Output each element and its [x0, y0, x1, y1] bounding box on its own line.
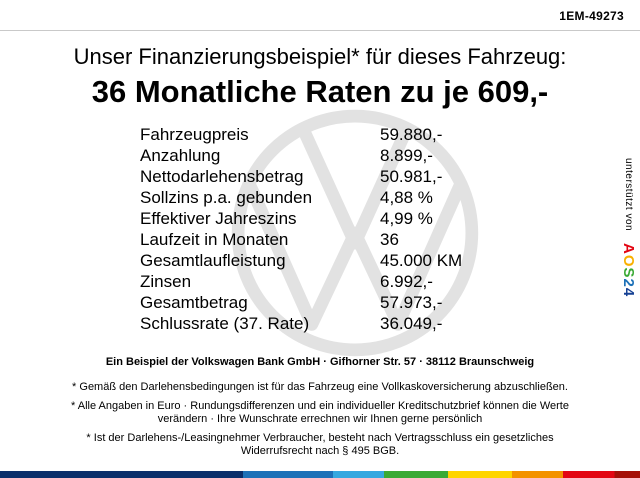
table-row: Schlussrate (37. Rate) 36.049,- — [140, 313, 462, 334]
row-value: 4,88 % — [380, 188, 433, 207]
footnote-euro-rounding: * Alle Angaben in Euro · Rundungsdiffere… — [71, 399, 569, 426]
vw-logo-icon — [231, 109, 479, 357]
row-value: 6.992,- — [380, 272, 433, 291]
row-label: Effektiver Jahreszins — [140, 209, 297, 228]
row-value: 36.049,- — [380, 314, 443, 333]
bank-address-line: Ein Beispiel der Volkswagen Bank GmbH · … — [105, 356, 535, 368]
row-value: 45.000 KM — [380, 251, 463, 270]
reference-code: 1EM-49273 — [559, 9, 624, 23]
row-value: 59.880,- — [380, 125, 443, 144]
row-label: Fahrzeugpreis — [140, 125, 249, 144]
row-value: 8.899,- — [380, 146, 433, 165]
rate-headline: 36 Monatliche Raten zu je 609,- — [91, 74, 549, 109]
table-row: Nettodarlehensbetrag 50.981,- — [140, 166, 462, 187]
finance-table: Fahrzeugpreis 59.880,- Anzahlung 8.899,-… — [140, 124, 462, 334]
aos24-logo-letter: S — [620, 267, 637, 279]
row-label: Sollzins p.a. gebunden — [140, 188, 313, 207]
row-label: Nettodarlehensbetrag — [140, 167, 304, 186]
row-value: 50.981,- — [380, 167, 443, 186]
footnote-withdrawal-right: * Ist der Darlehens-/Leasingnehmer Verbr… — [86, 431, 554, 458]
table-row: Anzahlung 8.899,- — [140, 145, 462, 166]
row-value: 4,99 % — [380, 209, 433, 228]
table-row: Zinsen 6.992,- — [140, 271, 462, 292]
aos24-logo-letter: A — [620, 243, 637, 255]
row-label: Laufzeit in Monaten — [140, 230, 289, 249]
supported-by-label: unterstützt von — [623, 158, 634, 232]
table-row: Gesamtlaufleistung 45.000 KM — [140, 250, 462, 271]
row-label: Anzahlung — [140, 146, 221, 165]
table-row: Effektiver Jahreszins 4,99 % — [140, 208, 462, 229]
aos24-logo: AOS24 — [620, 243, 637, 297]
page-title: Unser Finanzierungsbeispiel* für dieses … — [73, 44, 567, 69]
top-divider — [0, 30, 640, 31]
aos24-logo-letter: 4 — [620, 287, 637, 298]
aos24-logo-letter: 2 — [620, 278, 637, 288]
table-row: Fahrzeugpreis 59.880,- — [140, 124, 462, 145]
table-row: Sollzins p.a. gebunden 4,88 % — [140, 187, 462, 208]
footer: Ein Beispiel der Volkswagen Bank GmbH · … — [0, 356, 640, 464]
row-label: Gesamtlaufleistung — [140, 251, 286, 270]
right-sidebar: unterstützt von AOS24 — [620, 158, 637, 297]
row-value: 57.973,- — [380, 293, 443, 312]
footnote-insurance: * Gemäß den Darlehensbedingungen ist für… — [72, 381, 568, 393]
row-label: Zinsen — [140, 272, 192, 291]
row-label: Gesamtbetrag — [140, 293, 248, 312]
bottom-color-stripe — [0, 471, 640, 478]
aos24-logo-letter: O — [620, 254, 637, 268]
row-value: 36 — [380, 230, 399, 249]
vw-logo-watermark — [228, 106, 482, 360]
row-label: Schlussrate (37. Rate) — [140, 314, 310, 333]
table-row: Gesamtbetrag 57.973,- — [140, 292, 462, 313]
table-row: Laufzeit in Monaten 36 — [140, 229, 462, 250]
